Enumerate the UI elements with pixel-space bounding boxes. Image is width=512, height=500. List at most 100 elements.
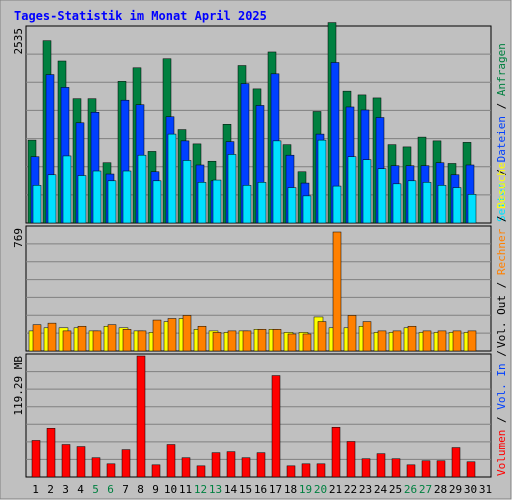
bar-volume (106, 463, 116, 478)
x-tick-label: 29 (449, 483, 462, 496)
legend-volume: Volumen / Vol. In / (495, 350, 508, 476)
legend-entry: / (495, 350, 508, 363)
bar-pages (167, 133, 177, 224)
legend-entry: Dateien (495, 116, 508, 162)
bar-volume (241, 457, 251, 478)
bar-pages (197, 182, 207, 224)
x-tick-label: 28 (434, 483, 447, 496)
bar-sites (47, 322, 57, 352)
bar-volume (346, 441, 356, 478)
x-tick-label: 4 (77, 483, 84, 496)
legend-entry: Anfragen (495, 43, 508, 96)
x-tick-label: 2 (47, 483, 54, 496)
legend-entry: Vol. Out (495, 295, 508, 348)
bar-pages (47, 174, 57, 224)
y-max-label: 769 (12, 228, 25, 248)
bar-volume (421, 460, 431, 478)
legend-entry: Vol. In (495, 363, 508, 409)
y-max-label: 2535 (12, 28, 25, 55)
bar-sites (152, 319, 162, 352)
bar-sites (272, 329, 282, 352)
bar-volume (376, 453, 386, 478)
x-tick-label: 14 (224, 483, 238, 496)
x-tick-label: 7 (122, 483, 129, 496)
hits-files-pages-panel: 2535 (12, 22, 492, 224)
bar-sites (122, 329, 132, 352)
bar-volume (151, 464, 161, 478)
bar-pages (227, 154, 237, 224)
y-max-label: 119.29 MB (12, 356, 25, 416)
bar-sites (437, 330, 447, 352)
x-tick-label: 15 (239, 483, 252, 496)
bar-sites (422, 330, 432, 352)
legend-entry: Seiten (495, 182, 508, 222)
bar-volume (76, 446, 86, 478)
bar-pages (422, 182, 432, 224)
bar-volume (136, 355, 146, 478)
legend-entry: / (495, 209, 508, 229)
x-tick-label: 30 (464, 483, 477, 496)
legend-entry: / (495, 275, 508, 295)
bar-volume (316, 463, 326, 478)
bar-pages (212, 179, 222, 224)
visits-sites-panel: 769 (12, 225, 492, 352)
bar-volume (466, 461, 476, 478)
bar-sites (137, 330, 147, 352)
x-tick-label: 17 (269, 483, 282, 496)
legend-entry: Besuche (495, 163, 508, 209)
bar-volume (256, 452, 266, 478)
bar-pages (137, 154, 147, 224)
x-tick-label: 18 (284, 483, 297, 496)
x-tick-label: 11 (179, 483, 192, 496)
bar-volume (196, 465, 206, 478)
x-tick-label: 1 (32, 483, 39, 496)
bar-pages (32, 185, 42, 224)
bar-pages (92, 170, 102, 224)
bar-volume (46, 428, 56, 478)
bar-pages (152, 180, 162, 224)
bar-sites (287, 333, 297, 352)
legend-entry: / (495, 96, 508, 116)
legend-entry: Rechner (495, 228, 508, 275)
bar-sites (377, 330, 387, 352)
bar-pages (437, 185, 447, 224)
chart-title: Tages-Statistik im Monat April 2025 (14, 9, 267, 23)
bar-sites (32, 324, 42, 352)
bar-sites (167, 318, 177, 352)
bar-sites (302, 333, 312, 352)
bar-pages (182, 160, 192, 224)
x-tick-label: 26 (404, 483, 417, 496)
bar-sites (452, 330, 462, 352)
legend-hits-files-pages: Seiten / Dateien / Anfragen (495, 43, 508, 222)
x-tick-label: 25 (389, 483, 402, 496)
bar-pages (77, 175, 87, 224)
bar-pages (407, 180, 417, 224)
bar-sites (392, 330, 402, 352)
bar-volume (31, 440, 41, 478)
x-tick-label: 22 (344, 483, 357, 496)
bar-volume (391, 458, 401, 478)
bar-pages (317, 139, 327, 224)
x-tick-label: 8 (137, 483, 144, 496)
bar-sites (212, 332, 222, 352)
bar-sites (107, 324, 117, 352)
x-tick-label: 3 (62, 483, 69, 496)
legend-entry: Volumen (495, 430, 508, 476)
bar-pages (302, 195, 312, 224)
bar-pages (362, 159, 372, 224)
bar-sites (197, 325, 207, 352)
bar-volume (91, 457, 101, 478)
x-axis-day-labels: 1 2 3 4 5 6 7 8 9 10 11 12 13 14 15 16 17 18 19 20 21 22 23 24 2… (32, 483, 492, 496)
bar-sites (407, 325, 417, 352)
volume-panel: 119.29 MB (12, 353, 492, 478)
bar-volume (331, 427, 341, 478)
bar-pages (377, 168, 387, 224)
bar-sites (77, 325, 87, 352)
bar-sites (362, 321, 372, 352)
x-tick-label: 10 (164, 483, 177, 496)
bar-sites (242, 330, 252, 352)
x-tick-label: 31 (479, 483, 492, 496)
bar-volume (451, 447, 461, 478)
x-tick-label: 21 (329, 483, 342, 496)
